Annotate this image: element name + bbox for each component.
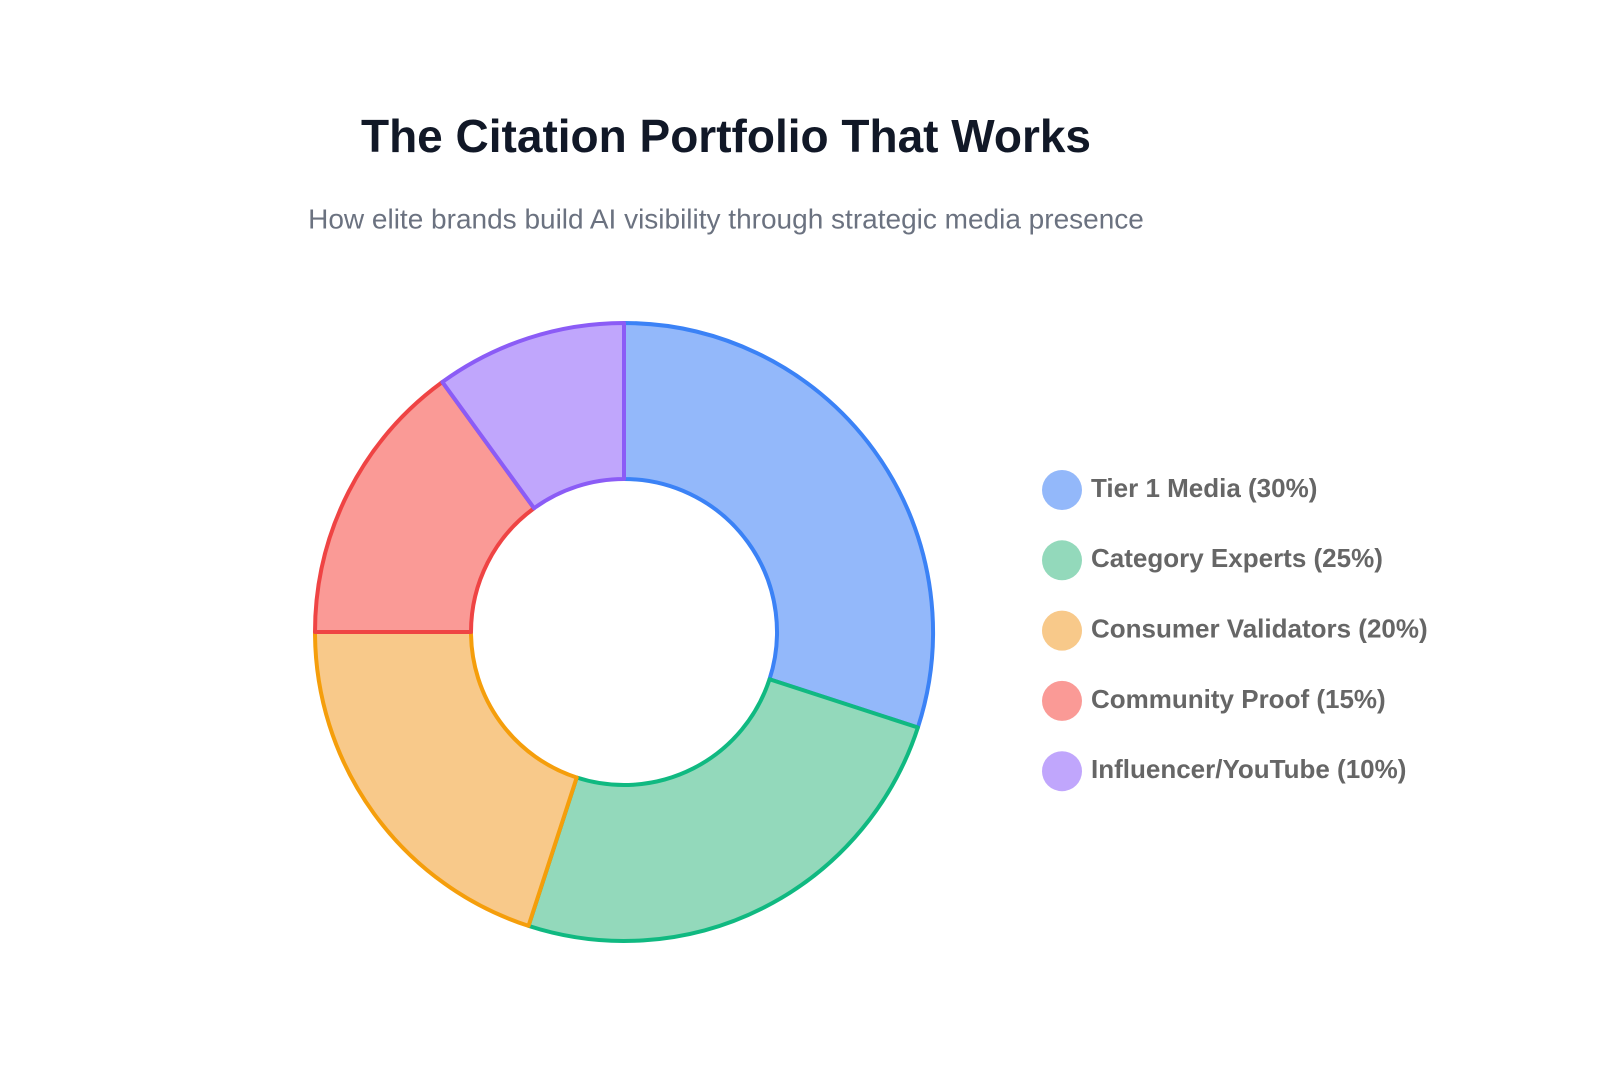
chart-title: The Citation Portfolio That Works (361, 110, 1091, 162)
legend-swatch (1042, 540, 1082, 581)
legend-swatch (1042, 610, 1082, 651)
chart-subtitle: How elite brands build AI visibility thr… (308, 203, 1144, 234)
donut-segment (440, 321, 626, 511)
legend-label: Category Experts (25%) (1091, 543, 1383, 573)
legend-swatch (1042, 680, 1082, 721)
donut-segment (526, 677, 920, 943)
legend-label: Community Proof (15%) (1091, 684, 1386, 714)
donut-segment (313, 380, 537, 634)
legend-swatch (1042, 751, 1082, 792)
donut-segment (622, 321, 935, 730)
donut-segment (313, 630, 579, 928)
legend-label: Tier 1 Media (30%) (1091, 473, 1317, 503)
legend-label: Influencer/YouTube (10%) (1091, 754, 1406, 784)
legend-label: Consumer Validators (20%) (1091, 613, 1428, 643)
legend-swatch (1042, 470, 1082, 510)
